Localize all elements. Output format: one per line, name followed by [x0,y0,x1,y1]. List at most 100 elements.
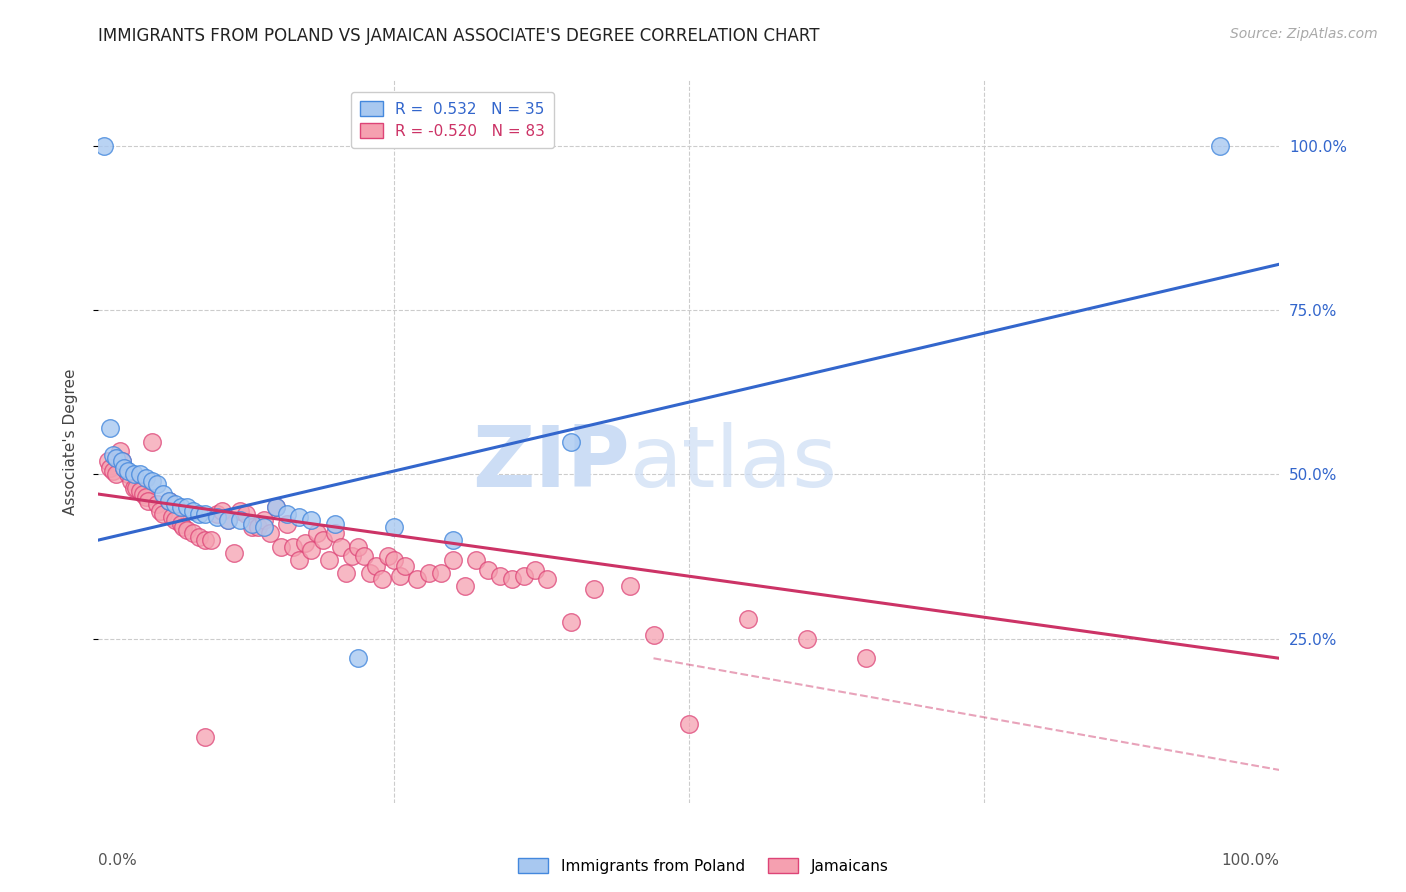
Point [146,497,169,511]
Point [152,507,174,521]
Point [205,510,228,524]
Legend: Immigrants from Poland, Jamaicans: Immigrants from Poland, Jamaicans [512,852,894,880]
Point [181,503,204,517]
Point [453,579,475,593]
Point [259,526,281,541]
Point [276,516,298,531]
Point [105,467,128,482]
Point [536,573,558,587]
Point [217,513,239,527]
Point [406,573,429,587]
Point [122,481,145,495]
Point [112,460,135,475]
Point [501,573,523,587]
Point [111,454,134,468]
Point [323,526,346,541]
Text: ZIP: ZIP [472,422,630,505]
Point [335,566,357,580]
Point [441,533,464,547]
Point [347,651,370,665]
Point [117,464,139,478]
Point [489,569,512,583]
Point [194,730,217,744]
Point [157,493,180,508]
Point [418,566,440,580]
Point [128,467,150,482]
Point [200,533,222,547]
Point [235,507,257,521]
Point [176,523,198,537]
Point [176,500,198,515]
Point [353,549,375,564]
Point [560,434,582,449]
Point [108,444,131,458]
Point [194,533,217,547]
Point [136,493,159,508]
Point [382,520,405,534]
Point [512,569,534,583]
Point [170,516,193,531]
Point [165,513,187,527]
Point [160,510,183,524]
Point [371,573,394,587]
Point [264,500,287,515]
Point [98,421,121,435]
Point [342,549,364,564]
Point [172,520,194,534]
Point [128,483,150,498]
Point [181,526,204,541]
Point [796,632,818,646]
Point [347,540,370,554]
Point [441,553,464,567]
Point [125,481,148,495]
Point [141,474,163,488]
Point [643,628,665,642]
Point [619,579,641,593]
Point [323,516,346,531]
Point [305,526,328,541]
Point [240,516,263,531]
Point [101,464,124,478]
Point [477,563,499,577]
Point [170,500,193,515]
Point [229,513,252,527]
Point [253,520,276,534]
Point [253,513,276,527]
Point [364,559,387,574]
Point [855,651,877,665]
Text: 100.0%: 100.0% [1222,854,1279,869]
Point [93,139,115,153]
Text: 0.0%: 0.0% [98,854,138,869]
Point [194,507,217,521]
Point [229,503,252,517]
Text: Source: ZipAtlas.com: Source: ZipAtlas.com [1230,27,1378,41]
Point [187,507,209,521]
Point [141,434,163,449]
Point [270,540,292,554]
Point [146,477,169,491]
Point [117,467,139,482]
Point [157,493,180,508]
Point [377,549,399,564]
Point [388,569,411,583]
Point [112,460,135,475]
Point [294,536,316,550]
Point [135,471,157,485]
Point [152,487,174,501]
Point [246,520,269,534]
Point [560,615,582,630]
Point [283,540,305,554]
Point [132,487,155,501]
Point [149,503,172,517]
Point [121,474,143,488]
Point [211,503,233,517]
Point [240,520,263,534]
Point [217,513,239,527]
Point [111,454,134,468]
Point [524,563,547,577]
Y-axis label: Associate's Degree: Associate's Degree [63,368,77,515]
Point [678,717,700,731]
Point [101,448,124,462]
Point [205,507,228,521]
Point [98,460,121,475]
